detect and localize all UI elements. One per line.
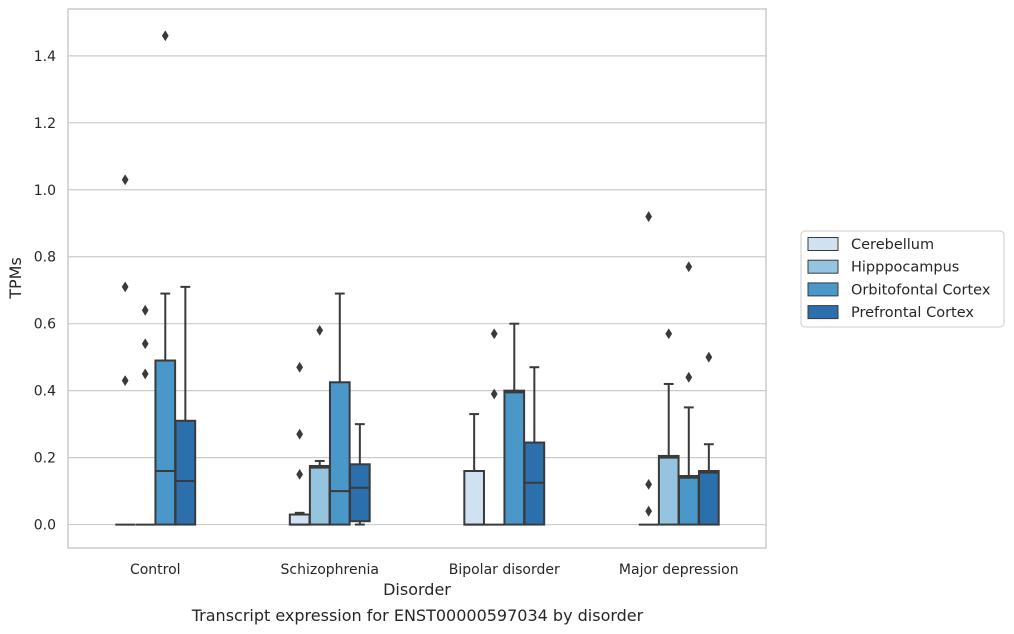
outlier-marker [161, 30, 169, 42]
outlier-marker [121, 375, 129, 387]
outlier-marker [121, 281, 129, 293]
legend-items: Cerebellum Hipppocampus Orbitofontal Corte… [807, 237, 991, 321]
x-tick-label: Bipolar disorder [449, 562, 560, 578]
outlier-marker [141, 338, 149, 350]
outliers [121, 30, 713, 517]
legend-swatch [807, 237, 839, 251]
outlier-marker [645, 478, 653, 490]
outlier-marker [296, 361, 304, 373]
iqr-box [698, 470, 720, 526]
outlier-marker [665, 328, 673, 340]
legend-label: Hipppocampus [851, 260, 959, 276]
x-axis-label: Disorder [383, 580, 451, 599]
y-axis-label: TPMs [6, 257, 25, 300]
outlier-marker [296, 428, 304, 440]
x-tick-label: Control [130, 562, 181, 578]
outlier-marker [685, 371, 693, 383]
outlier-marker [121, 174, 129, 186]
outlier-marker [141, 368, 149, 380]
iqr-box [308, 464, 331, 526]
iqr-box [174, 419, 197, 526]
x-tick-label: Schizophrenia [281, 562, 379, 578]
x-tick-label: Major depression [619, 562, 739, 578]
outlier-marker [685, 261, 693, 273]
legend-swatch [807, 282, 839, 297]
y-tick-label: 0.2 [34, 451, 56, 467]
outlier-marker [296, 468, 304, 480]
legend-swatch [807, 259, 839, 274]
legend-swatch [807, 305, 839, 320]
box-element [523, 366, 546, 526]
outlier-marker [316, 324, 324, 336]
iqr-box [154, 359, 177, 526]
box-element [463, 413, 485, 526]
box-element [308, 459, 331, 526]
iqr-box [463, 470, 485, 526]
box-element [657, 382, 680, 526]
x-tick-labels: Control Schizophrenia Bipolar disorder Majo… [130, 562, 739, 578]
iqr-box [288, 513, 311, 526]
y-tick-label: 1.0 [34, 183, 56, 199]
y-tick-label: 0.0 [34, 518, 56, 534]
y-tick-labels: 0.0 0.2 0.4 0.6 0.8 1.0 1.2 1.4 [34, 49, 56, 534]
outlier-marker [645, 505, 653, 517]
box-element [328, 292, 351, 526]
y-tick-label: 0.4 [34, 384, 56, 400]
iqr-box [328, 381, 351, 526]
iqr-box [503, 389, 526, 526]
legend-frame [800, 230, 1005, 328]
box-element [677, 406, 700, 526]
outlier-marker [490, 328, 498, 340]
legend: Cerebellum Hipppocampus Orbitofontal Corte… [800, 230, 1005, 328]
legend-label: Cerebellum [851, 237, 934, 253]
box-element [698, 443, 720, 526]
iqr-box [677, 475, 700, 526]
outlier-marker [705, 351, 713, 363]
y-tick-label: 1.4 [34, 49, 56, 65]
iqr-box [657, 454, 680, 526]
outlier-marker [141, 304, 149, 316]
box-element [288, 511, 311, 526]
y-tick-label: 0.6 [34, 317, 56, 333]
outlier-marker [645, 211, 653, 222]
boxes [115, 285, 720, 526]
legend-label: Prefrontal Cortex [851, 305, 974, 321]
legend-label: Orbitofontal Cortex [851, 282, 991, 298]
plot-frame [67, 8, 767, 549]
outlier-marker [490, 388, 498, 400]
iqr-box [349, 463, 371, 523]
box-element [349, 423, 371, 526]
box-element [154, 292, 177, 526]
y-tick-label: 0.8 [34, 250, 56, 266]
box-element [503, 322, 526, 526]
box-element [174, 285, 197, 526]
figure-caption: Transcript expression for ENST0000059703… [191, 606, 644, 625]
y-tick-label: 1.2 [34, 116, 56, 132]
